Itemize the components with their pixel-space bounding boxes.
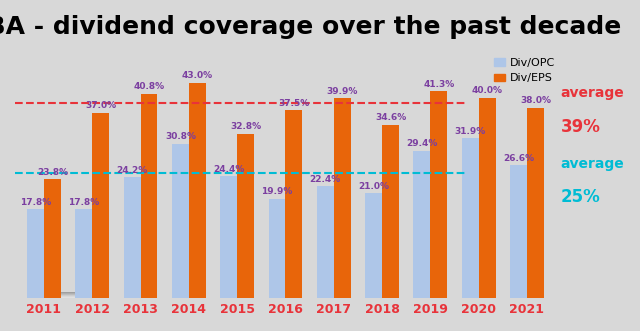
Text: 31.9%: 31.9% — [454, 127, 486, 136]
Text: 17.8%: 17.8% — [68, 198, 99, 207]
Bar — [269, 199, 285, 298]
Bar — [76, 209, 92, 298]
Text: 17.8%: 17.8% — [20, 198, 51, 207]
Text: 40.8%: 40.8% — [134, 82, 164, 91]
Text: 39%: 39% — [561, 118, 601, 136]
Text: 34.6%: 34.6% — [375, 114, 406, 122]
Bar — [413, 151, 430, 298]
Text: 43.0%: 43.0% — [182, 71, 213, 80]
Text: 19.9%: 19.9% — [261, 187, 292, 196]
Text: 41.3%: 41.3% — [423, 80, 454, 89]
Text: 37.5%: 37.5% — [278, 99, 310, 108]
Bar — [172, 144, 189, 298]
Bar — [479, 98, 495, 298]
Text: 32.8%: 32.8% — [230, 122, 261, 131]
Bar — [382, 125, 399, 298]
Bar — [237, 134, 254, 298]
Bar — [141, 94, 157, 298]
Text: 37.0%: 37.0% — [85, 101, 116, 111]
Bar — [461, 138, 479, 298]
Text: 21.0%: 21.0% — [358, 181, 389, 191]
Bar — [285, 111, 302, 298]
Bar — [44, 179, 61, 298]
Text: 23.8%: 23.8% — [37, 167, 68, 176]
Text: 26.6%: 26.6% — [503, 154, 534, 163]
Text: 40.0%: 40.0% — [472, 86, 502, 95]
Text: 39.9%: 39.9% — [326, 87, 358, 96]
Bar — [510, 165, 527, 298]
Bar — [92, 113, 109, 298]
Bar — [220, 176, 237, 298]
Bar — [124, 177, 141, 298]
Text: 22.4%: 22.4% — [310, 174, 341, 183]
Text: 24.4%: 24.4% — [213, 165, 244, 173]
Text: 30.8%: 30.8% — [165, 132, 196, 141]
Bar — [27, 209, 44, 298]
Bar — [334, 98, 351, 298]
Bar — [527, 108, 544, 298]
Text: 25%: 25% — [561, 188, 600, 206]
Text: 24.2%: 24.2% — [116, 166, 148, 174]
Bar — [317, 186, 334, 298]
Title: WBA - dividend coverage over the past decade: WBA - dividend coverage over the past de… — [0, 15, 621, 39]
Bar — [365, 193, 382, 298]
Legend: Div/OPC, Div/EPS: Div/OPC, Div/EPS — [489, 53, 560, 88]
Bar — [430, 91, 447, 298]
Text: average: average — [561, 157, 625, 170]
Bar — [189, 83, 206, 298]
Text: average: average — [561, 86, 625, 100]
Text: 29.4%: 29.4% — [406, 139, 438, 149]
Text: 38.0%: 38.0% — [520, 96, 551, 106]
